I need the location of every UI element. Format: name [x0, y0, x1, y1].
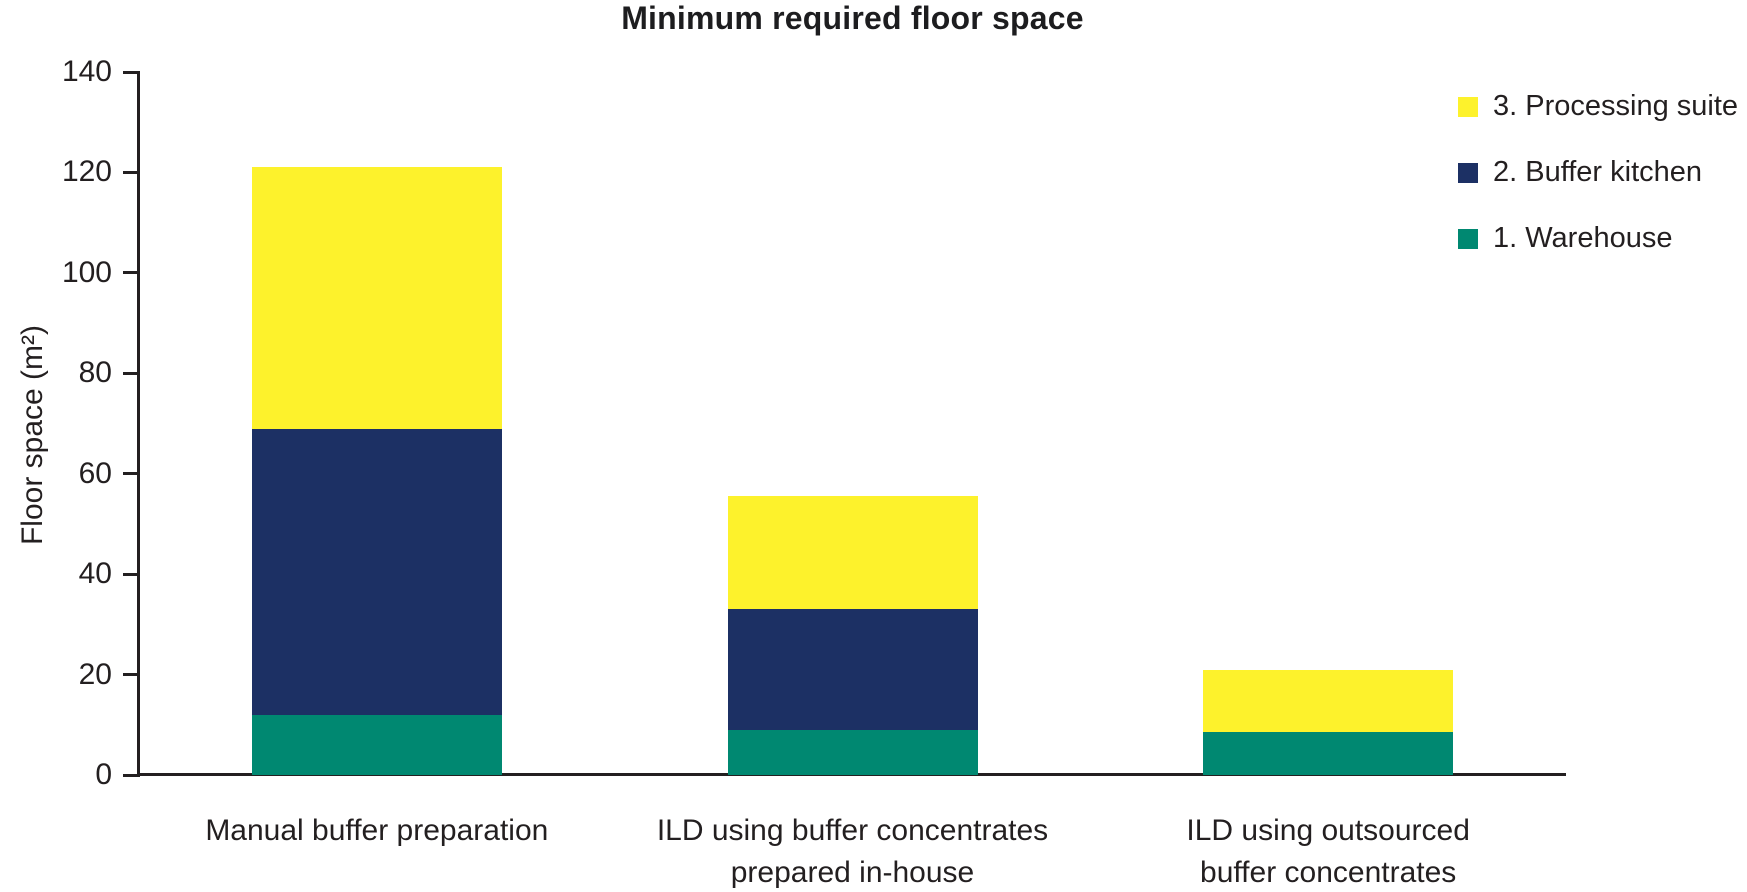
legend-swatch-icon	[1458, 228, 1478, 249]
y-tick-mark	[123, 371, 139, 375]
bar-segment	[727, 729, 978, 775]
y-axis-line	[137, 71, 140, 777]
x-category-label: Manual buffer preparation	[205, 814, 549, 847]
legend-label: 1. Warehouse	[1493, 222, 1673, 254]
legend-swatch-icon	[1458, 96, 1478, 117]
legend-swatch-icon	[1458, 162, 1478, 183]
bar-segment	[251, 167, 502, 429]
bar-segment	[251, 428, 502, 715]
y-tick-label: 80	[78, 356, 112, 390]
legend: 3. Processing suite 2. Buffer kitchen 1. W…	[1458, 90, 1738, 255]
y-tick-mark	[123, 70, 139, 74]
y-tick-label: 100	[61, 255, 112, 289]
y-tick-label: 60	[78, 456, 112, 490]
y-tick-label: 0	[95, 758, 112, 791]
bar-segment	[251, 714, 502, 775]
x-category-label: ILD using outsourced buffer concentrates	[1186, 814, 1470, 889]
y-tick-label: 40	[78, 557, 112, 591]
bar-segment	[1203, 669, 1454, 733]
y-tick-mark	[123, 271, 139, 275]
legend-item: 1. Warehouse	[1458, 222, 1738, 255]
legend-label: 3. Processing suite	[1493, 90, 1739, 122]
x-category-label: ILD using buffer concentrates prepared i…	[656, 814, 1049, 889]
y-tick-label: 140	[61, 55, 112, 88]
legend-item: 2. Buffer kitchen	[1458, 156, 1738, 189]
y-tick-mark	[123, 773, 139, 777]
chart-title: Minimum required floor space	[621, 0, 1084, 36]
y-axis-title: Floor space (m²)	[16, 324, 49, 546]
bar-segment	[727, 609, 978, 730]
y-tick-label: 120	[61, 155, 112, 189]
legend-label: 2. Buffer kitchen	[1493, 156, 1703, 188]
y-tick-label: 20	[78, 657, 112, 691]
y-tick-mark	[123, 572, 139, 576]
y-tick-mark	[123, 170, 139, 174]
legend-item: 3. Processing suite	[1458, 90, 1738, 123]
bar-segment	[727, 496, 978, 610]
y-tick-mark	[123, 673, 139, 677]
bar-segment	[1203, 732, 1454, 775]
y-tick-mark	[123, 472, 139, 476]
